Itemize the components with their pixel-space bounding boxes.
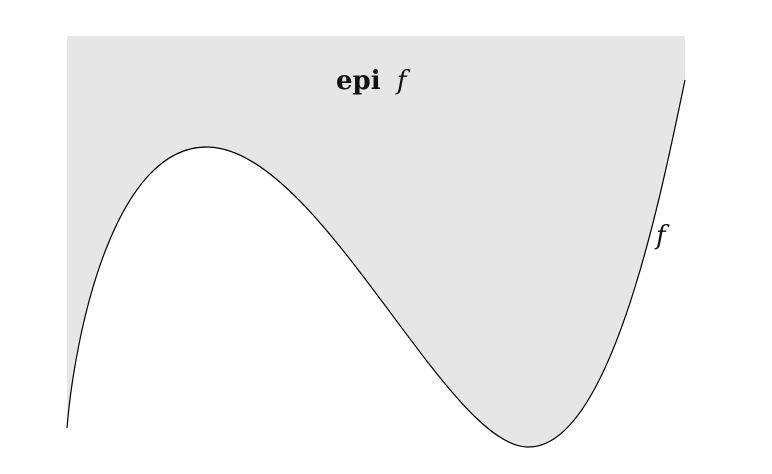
epigraph-label: epi f [336, 66, 411, 96]
function-curve [66, 79, 686, 448]
epigraph-region [67, 36, 685, 448]
curve-label: f [654, 221, 670, 251]
epigraph-label-bold: epi [336, 66, 381, 96]
